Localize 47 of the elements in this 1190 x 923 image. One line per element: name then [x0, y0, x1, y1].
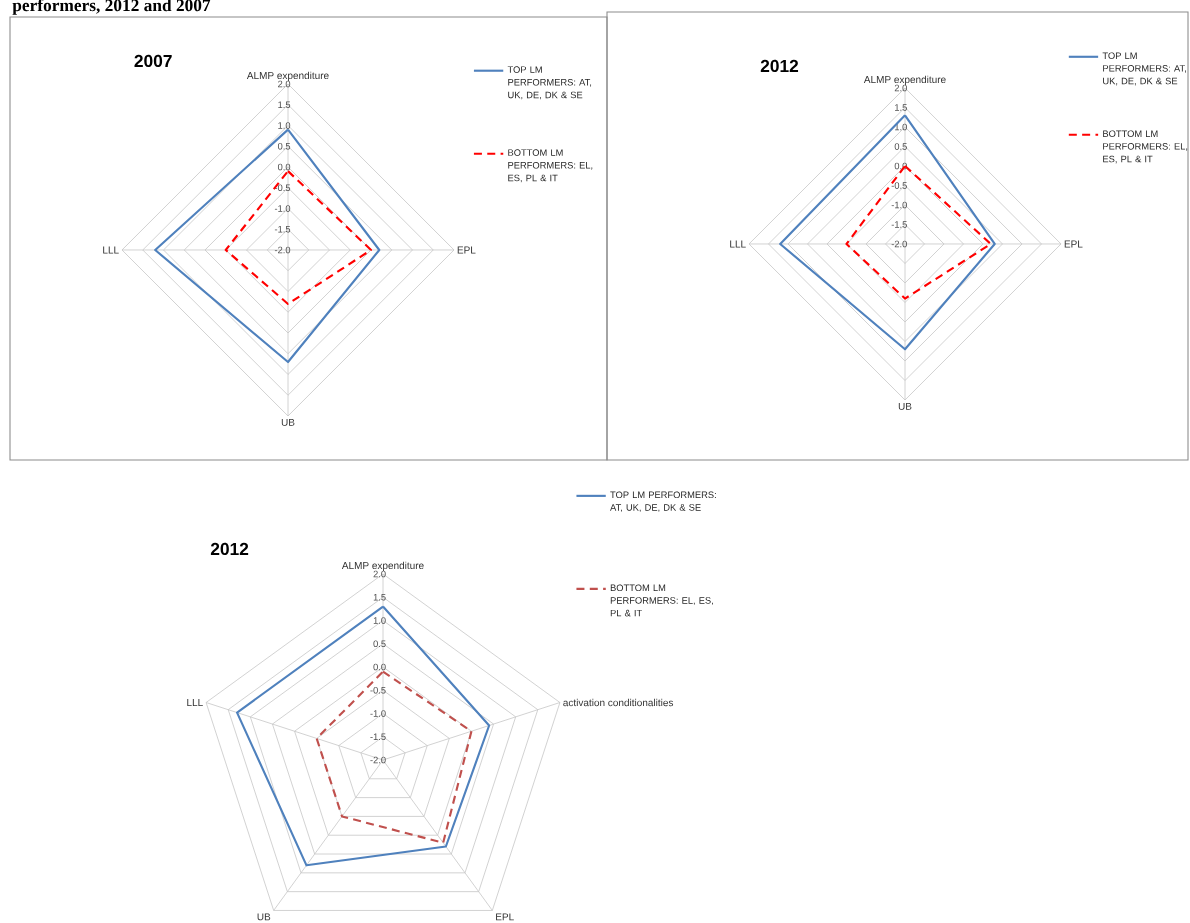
legend-label: BOTTOM LM PERFORMERS: EL, ES, PL & IT [610, 584, 713, 617]
spoke-label: ALMP expenditure [341, 561, 424, 572]
legend-label: BOTTOM LM PERFORMERS: EL, ES, PL & IT [1103, 130, 1188, 164]
legend-label: TOP LM PERFORMERS: AT, UK, DE, DK & SE [1102, 52, 1186, 86]
y-tick-label: -1.5 [274, 225, 291, 233]
y-tick-label: -1.0 [370, 710, 386, 717]
y-tick-label: -0.5 [370, 686, 386, 694]
spoke-label: LLL [187, 699, 203, 706]
y-tick-label: 0.5 [373, 640, 386, 648]
y-tick-label: 0.5 [894, 143, 907, 150]
y-tick-label: 0.0 [277, 163, 291, 171]
y-tick-label: -0.5 [891, 182, 907, 189]
legend-label: TOP LM PERFORMERS: AT, UK, DE, DK & SE [610, 491, 716, 512]
y-tick-label: 2.0 [894, 84, 907, 92]
y-tick-label: 1.5 [278, 101, 291, 108]
chart-title: 2012 [760, 59, 799, 73]
spoke-label: LLL [730, 240, 746, 248]
y-tick-label: 1.5 [373, 593, 386, 601]
y-tick-label: -1.5 [891, 221, 907, 228]
spoke-label: EPL [457, 246, 476, 254]
y-tick-label: 0.5 [277, 142, 291, 150]
y-tick-label: 0.0 [373, 663, 386, 671]
y-tick-label: 1.5 [895, 104, 907, 111]
y-tick-label: -1.0 [891, 201, 907, 209]
y-tick-label: -0.5 [274, 184, 291, 192]
spoke-label: ALMP expenditure [863, 75, 946, 86]
spoke-label: ALMP expenditure [246, 71, 329, 82]
y-tick-label: -2.0 [274, 246, 291, 254]
y-tick-label: 2.0 [373, 570, 386, 578]
text: 2012 [210, 542, 249, 556]
spoke-label: UB [257, 913, 271, 921]
y-tick-label: -1.5 [370, 733, 386, 740]
y-tick-label: -2.0 [370, 756, 386, 764]
chart-title: 2007 [134, 54, 172, 68]
spoke-label: UB [281, 418, 295, 426]
spoke-label: EPL [1064, 240, 1083, 248]
spoke-label: EPL [496, 913, 514, 921]
spoke-label: UB [898, 402, 912, 410]
spoke-label: activation conditionalities [563, 698, 674, 707]
y-tick-label: 2.0 [278, 80, 291, 88]
y-tick-label: -1.0 [274, 205, 291, 212]
y-tick-label: 1.0 [278, 122, 291, 129]
spoke-label: LLL [103, 246, 119, 254]
legend-label: TOP LM PERFORMERS: AT, UK, DE, DK & SE [507, 66, 592, 100]
legend-label: BOTTOM LM PERFORMERS: EL, ES, PL & IT [508, 149, 593, 183]
y-tick-label: 1.0 [373, 617, 386, 624]
y-tick-label: -2.0 [891, 240, 907, 248]
